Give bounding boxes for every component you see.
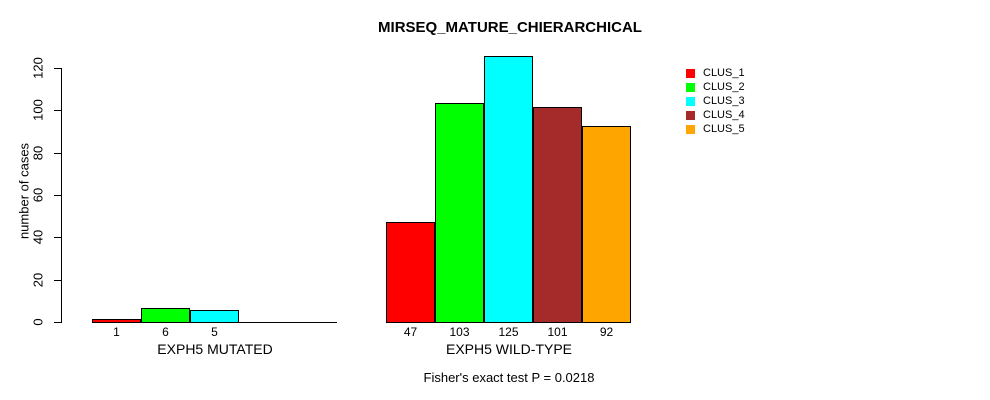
legend-item-clus_3: CLUS_3 [686,94,745,108]
legend-label: CLUS_5 [703,122,745,135]
bar-clus_3 [190,310,239,323]
bar-clus_1 [92,319,141,323]
y-axis-tick [54,153,62,154]
y-axis-tick [54,322,62,323]
y-axis-tick [54,68,62,69]
bar-clus_2 [435,103,484,323]
legend-item-clus_4: CLUS_4 [686,108,745,122]
y-axis-tick-label: 80 [30,145,46,161]
y-axis-tick [54,237,62,238]
bar-value-label: 92 [599,325,614,339]
bar-value-label: 1 [113,325,120,339]
group-label-exph5-wild-type: EXPH5 WILD-TYPE [445,341,573,357]
legend-swatch-clus_5 [686,124,695,134]
fisher-test-annotation: Fisher's exact test P = 0.0218 [423,370,595,385]
chart-title: MIRSEQ_MATURE_CHIERARCHICAL [378,19,642,36]
legend-swatch-clus_3 [686,96,695,106]
y-axis-tick-label: 40 [30,229,46,245]
legend-label: CLUS_1 [703,66,745,79]
legend-item-clus_1: CLUS_1 [686,66,745,80]
y-axis-tick-label: 0 [30,318,46,326]
legend-item-clus_2: CLUS_2 [686,80,745,94]
y-axis-tick [54,195,62,196]
y-axis-tick-label: 120 [30,57,46,79]
legend-label: CLUS_2 [703,80,745,93]
legend: CLUS_1 CLUS_2 CLUS_3 CLUS_4 CLUS_5 [686,66,745,136]
y-axis-tick-label: 60 [30,187,46,203]
bar-value-label: 47 [403,325,418,339]
group-label-exph5-mutated: EXPH5 MUTATED [157,341,273,357]
y-axis-tick [54,280,62,281]
legend-label: CLUS_3 [703,94,745,107]
bar-value-label: 6 [162,325,169,339]
bar-clus_3 [484,56,533,323]
bar-value-label: 5 [211,325,218,339]
bar-value-label: 103 [449,325,470,339]
y-axis-tick-label: 100 [30,99,46,121]
legend-item-clus_5: CLUS_5 [686,122,745,136]
y-axis-tick [54,110,62,111]
legend-swatch-clus_4 [686,110,695,120]
bar-value-label: 101 [547,325,568,339]
y-axis-tick-label: 20 [30,272,46,288]
legend-swatch-clus_2 [686,82,695,92]
bar-value-label: 125 [498,325,519,339]
bar-clus_1 [386,222,435,323]
bar-clus_5 [582,126,631,323]
legend-swatch-clus_1 [686,68,695,78]
legend-label: CLUS_4 [703,108,745,121]
bar-clus_2 [141,308,190,323]
bar-clus_4 [533,107,582,323]
